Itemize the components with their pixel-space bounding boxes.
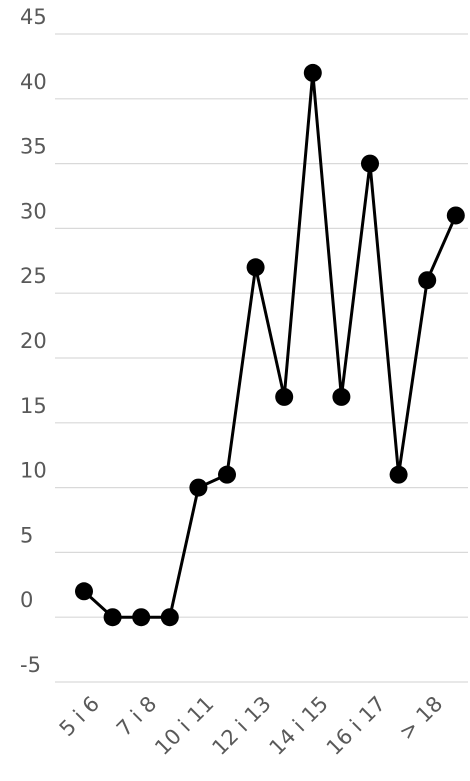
x-tick-label: 16 i 17 xyxy=(322,692,390,760)
y-tick-label: 35 xyxy=(20,135,47,159)
x-tick-label: > 18 xyxy=(394,692,447,745)
x-tick-label: 5 i 6 xyxy=(55,692,104,741)
y-tick-label: 15 xyxy=(20,394,47,418)
y-tick-label: 5 xyxy=(20,523,33,547)
y-tick-label: -5 xyxy=(20,653,41,677)
x-tick-label: 14 i 15 xyxy=(265,692,333,760)
data-point xyxy=(160,608,179,627)
data-point xyxy=(332,387,351,406)
y-tick-label: 25 xyxy=(20,264,47,288)
data-point xyxy=(246,258,265,277)
data-point xyxy=(75,582,93,601)
y-tick-label: 30 xyxy=(20,199,47,223)
series xyxy=(82,71,458,619)
data-point xyxy=(103,608,122,627)
data-point xyxy=(303,63,322,82)
x-tick-label: 10 i 11 xyxy=(150,692,218,760)
y-tick-label: 0 xyxy=(20,588,33,612)
data-point xyxy=(132,608,151,627)
data-point xyxy=(389,465,408,484)
data-point xyxy=(275,387,294,406)
gridlines xyxy=(55,33,468,683)
data-point xyxy=(361,154,379,173)
x-tick-label: 7 i 8 xyxy=(112,692,161,741)
data-points xyxy=(75,63,465,627)
data-point xyxy=(446,206,465,225)
y-axis-ticks: -5 0 5 10 15 20 25 30 35 40 45 xyxy=(20,5,47,677)
data-point xyxy=(418,271,437,290)
y-tick-label: 10 xyxy=(20,459,47,483)
series-line xyxy=(82,71,458,619)
x-tick-label: 12 i 13 xyxy=(207,692,275,760)
data-point xyxy=(218,465,236,484)
data-point xyxy=(189,478,208,497)
y-tick-label: 40 xyxy=(20,70,47,94)
y-tick-label: 45 xyxy=(20,5,47,29)
y-tick-label: 20 xyxy=(20,329,47,353)
